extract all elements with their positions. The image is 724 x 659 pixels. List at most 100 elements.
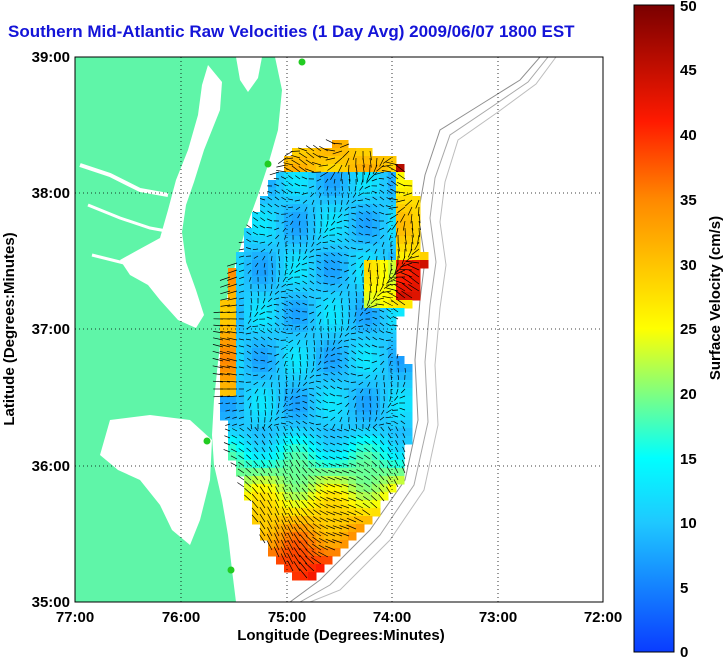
velocity-cell	[348, 172, 357, 181]
velocity-vector	[330, 260, 336, 264]
velocity-vector	[303, 426, 308, 432]
velocity-cell	[388, 468, 397, 477]
velocity-vector	[288, 324, 294, 327]
velocity-cell	[404, 364, 413, 373]
velocity-vector	[244, 481, 252, 488]
velocity-cell	[380, 244, 389, 253]
velocity-cell	[396, 460, 405, 469]
velocity-cell	[284, 348, 293, 357]
velocity-cell	[364, 460, 373, 469]
velocity-vector	[358, 337, 364, 341]
velocity-vector	[267, 513, 273, 523]
velocity-vector	[344, 351, 350, 355]
velocity-vector	[301, 500, 308, 509]
velocity-vector	[350, 262, 357, 266]
velocity-vector	[259, 493, 266, 502]
velocity-cell	[340, 372, 349, 381]
velocity-vector	[394, 466, 399, 474]
velocity-vector	[379, 157, 385, 167]
velocity-vector	[238, 448, 245, 453]
velocity-vector	[371, 178, 378, 182]
velocity-vector	[308, 387, 315, 390]
velocity-vector	[259, 233, 266, 236]
velocity-vector	[246, 231, 252, 236]
velocity-vector	[319, 510, 329, 516]
velocity-vector	[274, 353, 280, 357]
velocity-cell	[372, 276, 381, 285]
velocity-cell	[340, 492, 349, 501]
velocity-vector	[337, 365, 343, 369]
velocity-vector	[315, 448, 322, 453]
velocity-cell	[324, 244, 333, 253]
velocity-cell	[308, 196, 317, 205]
velocity-vector	[332, 525, 343, 530]
velocity-vector	[331, 297, 336, 303]
velocity-vector	[275, 486, 280, 495]
velocity-vector	[281, 331, 287, 334]
velocity-vector	[337, 164, 343, 174]
velocity-cell	[340, 300, 349, 309]
velocity-vector	[260, 359, 266, 362]
velocity-vector	[329, 227, 336, 231]
velocity-cell	[324, 188, 333, 197]
velocity-vector	[230, 455, 238, 460]
velocity-cell	[228, 268, 237, 277]
velocity-vector	[364, 447, 371, 453]
velocity-vector	[295, 420, 301, 425]
velocity-vector	[381, 170, 392, 173]
velocity-cell	[404, 204, 413, 213]
velocity-vector	[330, 353, 336, 357]
velocity-vector	[379, 183, 385, 187]
velocity-cell	[356, 228, 365, 237]
velocity-cell	[380, 412, 389, 421]
velocity-vector	[326, 504, 336, 509]
velocity-cell	[340, 484, 349, 493]
velocity-cell	[364, 308, 373, 317]
velocity-vector	[319, 227, 322, 234]
velocity-vector	[251, 514, 259, 523]
velocity-cell	[228, 388, 237, 397]
velocity-cell	[404, 404, 413, 413]
velocity-vector	[379, 283, 385, 292]
velocity-vector	[334, 157, 343, 165]
velocity-cell	[316, 444, 325, 453]
velocity-vector	[260, 336, 266, 341]
velocity-vector	[386, 291, 399, 299]
colorbar	[633, 4, 675, 653]
velocity-vector	[350, 332, 357, 335]
velocity-cell	[268, 348, 277, 357]
velocity-vector	[320, 332, 323, 339]
velocity-vector	[338, 283, 343, 288]
velocity-vector	[321, 462, 329, 467]
velocity-cell	[396, 428, 405, 437]
radar-station-marker	[298, 58, 306, 66]
velocity-vector	[349, 476, 357, 481]
velocity-vector	[376, 409, 378, 415]
velocity-cell	[332, 244, 341, 253]
velocity-vector	[238, 297, 245, 300]
velocity-cell	[356, 244, 365, 253]
velocity-cell	[324, 388, 333, 397]
velocity-vector	[309, 248, 315, 253]
velocity-vector	[381, 409, 385, 415]
velocity-cell	[236, 292, 245, 301]
velocity-vector	[344, 238, 350, 243]
velocity-vector	[295, 395, 301, 399]
velocity-vector	[358, 232, 364, 236]
velocity-vector	[302, 420, 308, 425]
velocity-vector	[402, 453, 406, 460]
velocity-cell	[276, 388, 285, 397]
colorbar-ticks: 50 45 40 35 30 25 20 15 10 5 0	[680, 0, 697, 659]
velocity-vector	[388, 206, 399, 209]
velocity-cell	[284, 308, 293, 317]
velocity-cell	[340, 148, 349, 157]
velocity-vector	[274, 227, 280, 231]
velocity-vector	[386, 182, 392, 187]
velocity-vector	[326, 490, 336, 495]
velocity-vector	[300, 507, 308, 516]
velocity-vector	[320, 206, 323, 213]
velocity-vector	[219, 344, 231, 348]
velocity-vector	[390, 381, 393, 388]
velocity-vector	[372, 423, 378, 428]
velocity-vector	[281, 499, 287, 509]
